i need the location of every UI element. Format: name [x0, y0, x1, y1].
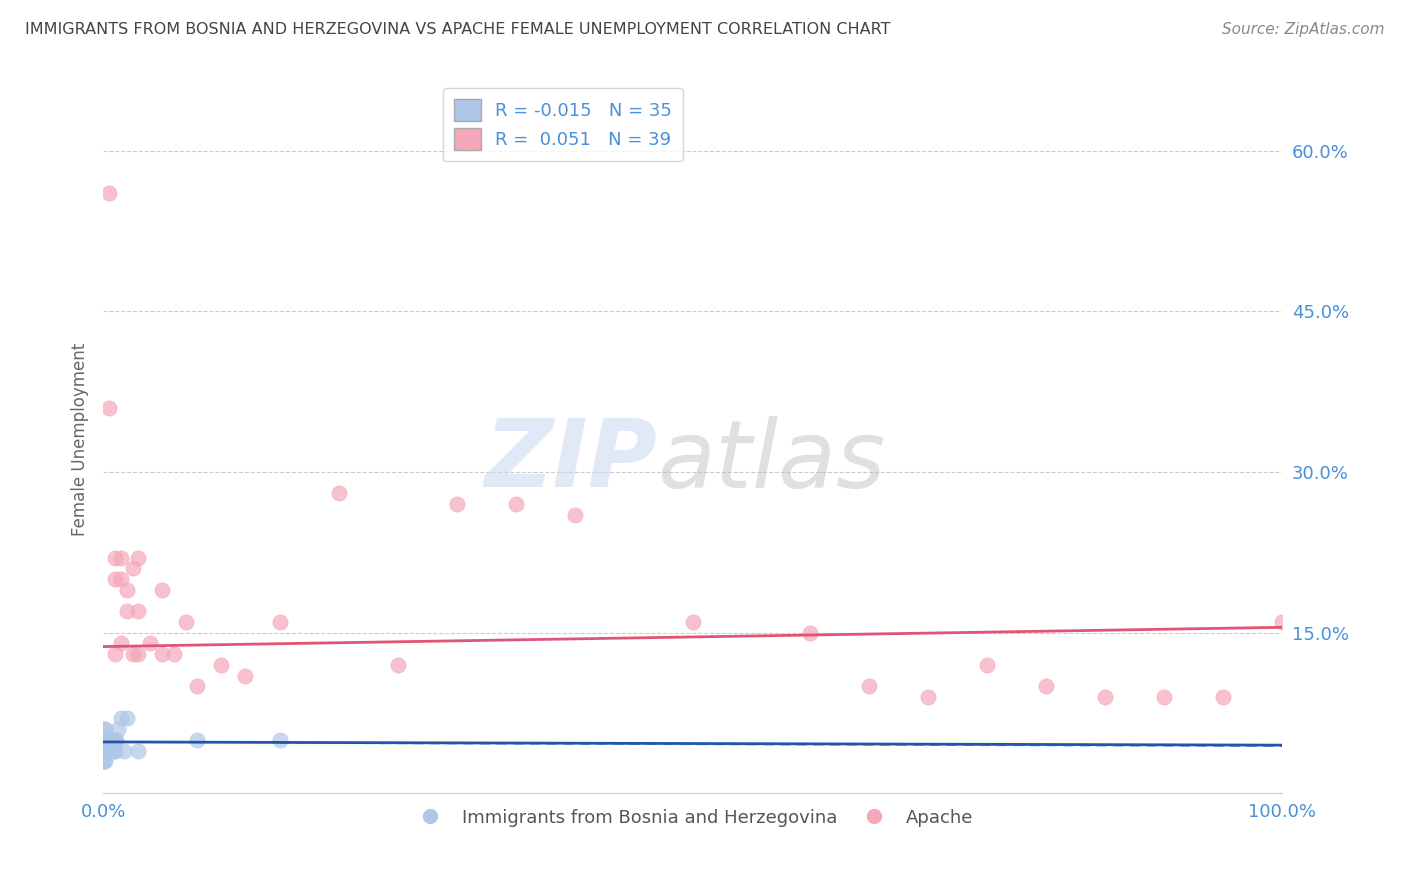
- Point: [104, 572, 127, 586]
- Point: [100, 732, 122, 747]
- Point: [858, 679, 880, 693]
- Point: [682, 615, 704, 629]
- Text: atlas: atlas: [657, 416, 886, 507]
- Text: Source: ZipAtlas.com: Source: ZipAtlas.com: [1222, 22, 1385, 37]
- Point: [387, 657, 409, 672]
- Point: [505, 497, 527, 511]
- Point: [163, 647, 186, 661]
- Point: [1035, 679, 1057, 693]
- Point: [101, 732, 124, 747]
- Point: [269, 615, 291, 629]
- Point: [94, 722, 117, 736]
- Point: [98, 732, 121, 747]
- Point: [110, 636, 132, 650]
- Point: [98, 743, 121, 757]
- Point: [97, 743, 120, 757]
- Point: [150, 647, 173, 661]
- Point: [96, 743, 118, 757]
- Point: [103, 743, 125, 757]
- Point: [104, 732, 127, 747]
- Point: [233, 668, 256, 682]
- Point: [209, 657, 232, 672]
- Point: [1271, 615, 1294, 629]
- Point: [104, 743, 127, 757]
- Point: [112, 743, 135, 757]
- Point: [107, 722, 129, 736]
- Point: [98, 186, 121, 201]
- Text: ZIP: ZIP: [484, 415, 657, 507]
- Point: [91, 743, 114, 757]
- Point: [1212, 690, 1234, 704]
- Point: [174, 615, 197, 629]
- Point: [115, 711, 138, 725]
- Point: [115, 582, 138, 597]
- Point: [91, 732, 114, 747]
- Point: [93, 722, 115, 736]
- Point: [98, 732, 121, 747]
- Legend: Immigrants from Bosnia and Herzegovina, Apache: Immigrants from Bosnia and Herzegovina, …: [405, 801, 981, 834]
- Point: [564, 508, 586, 522]
- Point: [91, 743, 114, 757]
- Point: [446, 497, 468, 511]
- Point: [94, 743, 117, 757]
- Point: [1153, 690, 1175, 704]
- Point: [110, 711, 132, 725]
- Point: [799, 625, 821, 640]
- Point: [1094, 690, 1116, 704]
- Point: [105, 732, 128, 747]
- Point: [97, 732, 120, 747]
- Point: [121, 647, 143, 661]
- Point: [94, 754, 117, 768]
- Point: [917, 690, 939, 704]
- Point: [269, 732, 291, 747]
- Point: [110, 550, 132, 565]
- Point: [128, 743, 150, 757]
- Point: [186, 679, 208, 693]
- Point: [93, 754, 115, 768]
- Point: [328, 486, 350, 500]
- Point: [93, 732, 115, 747]
- Point: [128, 550, 150, 565]
- Point: [115, 604, 138, 618]
- Point: [150, 582, 173, 597]
- Point: [121, 561, 143, 575]
- Point: [128, 647, 150, 661]
- Point: [93, 743, 115, 757]
- Point: [104, 647, 127, 661]
- Point: [186, 732, 208, 747]
- Y-axis label: Female Unemployment: Female Unemployment: [72, 343, 89, 536]
- Point: [98, 743, 121, 757]
- Point: [128, 604, 150, 618]
- Point: [104, 550, 127, 565]
- Point: [96, 743, 118, 757]
- Point: [976, 657, 998, 672]
- Point: [93, 743, 115, 757]
- Point: [98, 401, 121, 415]
- Point: [96, 732, 118, 747]
- Point: [110, 572, 132, 586]
- Point: [91, 754, 114, 768]
- Point: [94, 732, 117, 747]
- Text: IMMIGRANTS FROM BOSNIA AND HERZEGOVINA VS APACHE FEMALE UNEMPLOYMENT CORRELATION: IMMIGRANTS FROM BOSNIA AND HERZEGOVINA V…: [25, 22, 891, 37]
- Point: [139, 636, 162, 650]
